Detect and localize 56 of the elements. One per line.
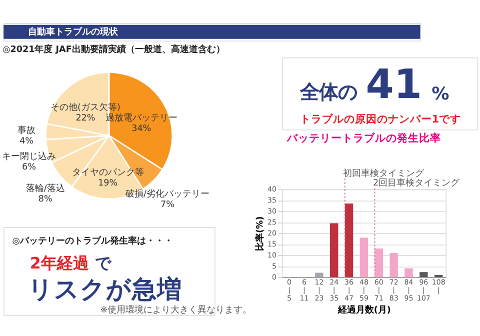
bar [390,252,398,278]
slice-label: 破損/劣化バッテリー [124,188,210,200]
chart-title: ◎2021年度 JAF出動要請実績（一般道、高速道含む） [2,44,225,56]
text: で [94,253,112,272]
bar [360,238,368,278]
chart-title: バッテリートラブルの発生比率 [286,132,441,145]
y-tick-label: 40 [268,184,276,194]
x-tick-label: 0 | 5 [287,278,292,302]
text: % [432,84,450,105]
text: ◎バッテリーのトラブル発生率は・・・ [12,236,173,247]
y-tick-label: 25 [268,217,276,226]
x-tick-label: 60 | 71 [374,278,384,302]
y-tick-label: 30 [268,206,276,216]
y-axis-title: 比率(%) [254,216,266,252]
x-tick-label: 12 | 23 [314,278,324,302]
bar [315,272,324,278]
data-label: 7% [160,200,174,210]
data-label: 4% [20,136,34,147]
y-tick-label: 5 [272,261,276,270]
x-tick-label: 6 | 11 [300,278,309,302]
bar [420,272,428,278]
x-tick-label: 96 | 107 [416,278,430,302]
y-tick-label: 15 [268,239,276,248]
text: ※使用環境により大きく異なります。 [100,304,252,316]
x-tick-label: 84 | 95 [404,278,414,302]
text: 41 [366,60,422,108]
text: トラブルの原因のナンバー1です [300,112,462,126]
bar [330,223,338,278]
text: 全体の [298,80,357,104]
slice-label: 落輪/落込 [26,182,65,194]
x-tick-label: 48 | 59 [359,278,368,302]
ref-line-label: 初回車検タイミング [343,168,426,180]
data-label: 8% [38,194,52,204]
text: 2年経過 [30,253,90,272]
x-tick-label: 72 | 83 [389,278,398,302]
bar [374,248,383,278]
data-label: 19% [98,178,118,189]
x-axis-title: 経過月数(月) [336,304,391,316]
data-label: 34% [132,124,152,134]
bar [404,268,413,278]
slice-label: キー閉じ込み [2,150,56,162]
text: リスクが急増 [28,274,182,304]
y-tick-label: 10 [268,250,276,260]
text: 自動車トラブルの現状 [28,26,120,38]
y-tick-label: 35 [268,195,276,204]
y-tick-label: 0 [272,272,276,282]
x-tick-label: 24 | 35 [330,278,340,302]
x-tick-label: 36 | 47 [344,278,354,302]
data-label: 6% [22,162,36,172]
slice-label: 事故 [18,125,36,136]
x-tick-label: 108 | [432,278,446,295]
y-tick-label: 20 [268,228,276,238]
slice-label: タイヤのパンク等 [72,167,144,178]
data-label: 22% [76,113,96,124]
ref-line-label: 2回目車検タイミング [373,178,461,189]
bar [344,204,354,278]
